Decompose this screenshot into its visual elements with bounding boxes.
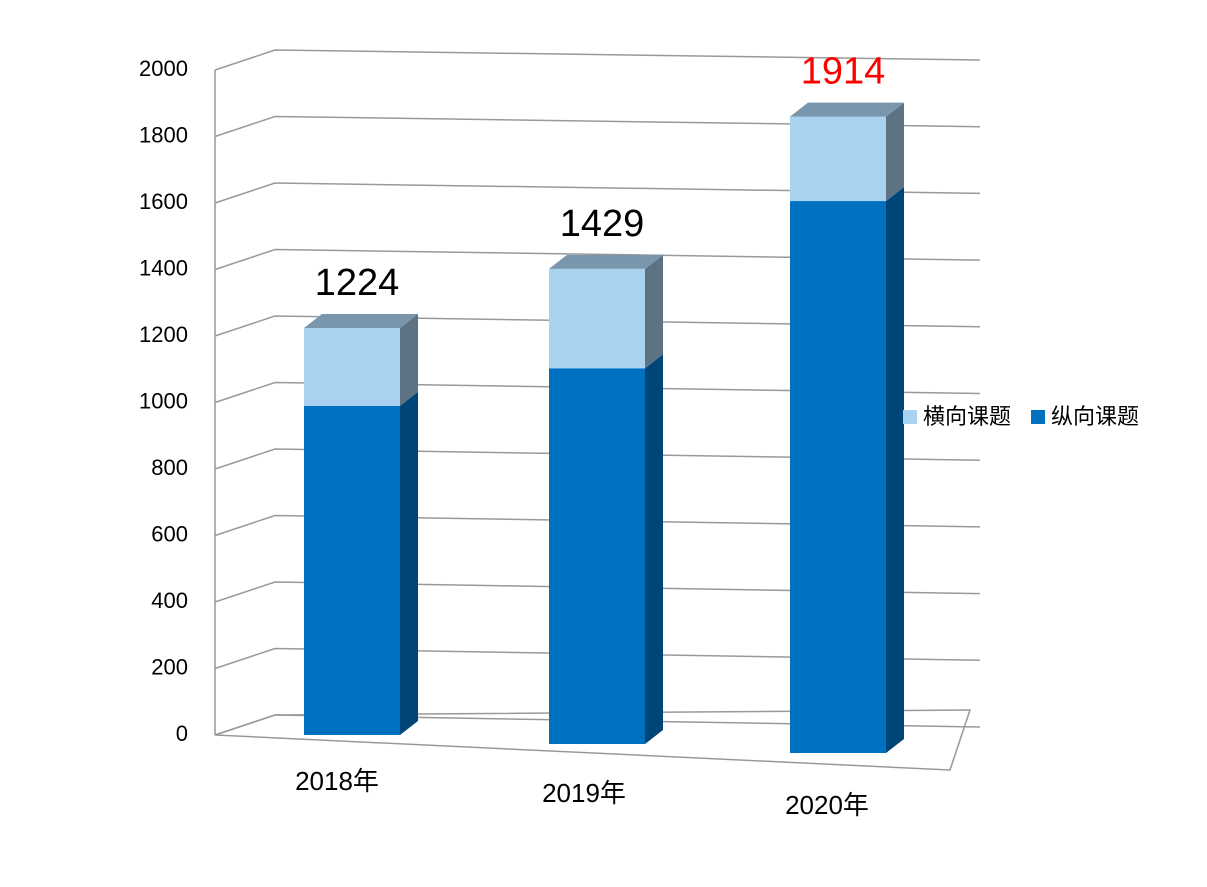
bar — [304, 405, 400, 735]
grid-line — [214, 381, 981, 404]
bar — [304, 328, 400, 406]
grid-line — [214, 514, 981, 537]
y-tick-label: 400 — [151, 588, 188, 613]
y-tick-label: 2000 — [139, 56, 188, 81]
bar-top — [304, 314, 418, 329]
x-tick-label: 2020年 — [785, 790, 869, 820]
grid-line — [214, 182, 981, 204]
bar-top — [790, 102, 904, 117]
bar-side — [400, 391, 418, 735]
legend-swatch — [1031, 410, 1046, 424]
total-label: 1429 — [560, 203, 645, 245]
grid-line — [214, 448, 981, 470]
grid-line — [214, 315, 981, 337]
y-tick-label: 200 — [151, 654, 188, 679]
grid-line — [214, 115, 981, 138]
bar-top — [549, 254, 663, 269]
legend-swatch — [903, 410, 917, 424]
bar-side — [400, 314, 418, 406]
bar-side — [886, 187, 904, 754]
y-tick-label: 1000 — [139, 388, 188, 413]
bar — [549, 368, 645, 744]
grid-line — [214, 49, 981, 71]
total-label: 1914 — [801, 51, 886, 93]
bar-side — [886, 102, 904, 202]
bar-side — [645, 254, 663, 369]
grid-line — [214, 581, 981, 603]
legend-label: 横向课题 — [923, 404, 1011, 429]
legend-label: 纵向课题 — [1051, 404, 1139, 429]
x-tick-label: 2019年 — [542, 778, 626, 808]
total-label: 1224 — [315, 262, 400, 304]
grid-line — [214, 647, 981, 670]
y-tick-label: 1600 — [139, 189, 188, 214]
x-tick-label: 2018年 — [295, 766, 379, 796]
y-tick-label: 600 — [151, 521, 188, 546]
y-tick-label: 1200 — [139, 322, 188, 347]
y-tick-label: 0 — [176, 721, 188, 746]
grid-line — [214, 714, 981, 736]
bar — [549, 268, 645, 369]
y-tick-label: 1800 — [139, 122, 188, 147]
bar-side — [645, 354, 663, 744]
y-tick-label: 800 — [151, 455, 188, 480]
bar — [790, 201, 886, 754]
grid-line — [214, 248, 981, 271]
bar — [790, 116, 886, 202]
y-tick-label: 1400 — [139, 255, 188, 280]
